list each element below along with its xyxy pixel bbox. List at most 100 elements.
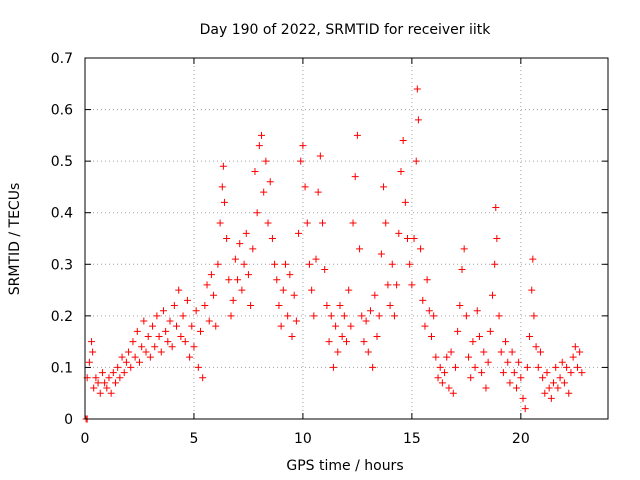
data-point: [140, 317, 148, 325]
data-point: [181, 338, 189, 346]
data-point: [565, 389, 573, 397]
data-point: [478, 369, 486, 377]
data-point: [469, 338, 477, 346]
data-point: [412, 157, 420, 165]
data-point: [131, 353, 139, 361]
data-point: [138, 343, 146, 351]
data-point: [362, 317, 370, 325]
data-point: [201, 302, 209, 310]
data-point: [247, 302, 255, 310]
data-point: [517, 374, 525, 382]
data-point: [112, 379, 120, 387]
data-point: [529, 255, 537, 263]
y-tick-label: 0.6: [51, 103, 73, 119]
data-point: [90, 384, 98, 392]
x-tick-label: 20: [512, 431, 530, 447]
data-point: [380, 183, 388, 191]
data-point: [295, 229, 303, 237]
data-point: [312, 255, 320, 263]
data-point: [253, 209, 261, 217]
data-point: [413, 85, 421, 93]
data-point: [284, 312, 292, 320]
data-point: [234, 276, 242, 284]
data-point: [299, 142, 307, 150]
data-point: [323, 302, 331, 310]
data-point: [229, 296, 237, 304]
y-tick-label: 0.2: [51, 309, 73, 325]
data-point: [127, 363, 135, 371]
data-point: [334, 348, 342, 356]
data-point: [94, 379, 102, 387]
data-point: [460, 245, 468, 253]
plot-frame: [84, 57, 609, 420]
data-point: [255, 142, 263, 150]
data-point: [279, 286, 287, 294]
data-point: [482, 384, 490, 392]
data-point: [569, 353, 577, 361]
data-point: [179, 312, 187, 320]
data-point: [133, 327, 141, 335]
data-point: [451, 363, 459, 371]
x-tick-label: 0: [81, 431, 90, 447]
data-point: [554, 384, 562, 392]
data-point: [438, 379, 446, 387]
data-point: [292, 317, 300, 325]
data-point: [175, 286, 183, 294]
data-point: [194, 363, 202, 371]
y-tick-label: 0.7: [51, 51, 73, 67]
data-point: [406, 260, 414, 268]
data-point: [445, 384, 453, 392]
data-point: [173, 322, 181, 330]
data-point: [116, 374, 124, 382]
data-point: [480, 348, 488, 356]
data-point: [508, 348, 516, 356]
data-point: [251, 167, 259, 175]
y-tick-label: 0.1: [51, 360, 73, 376]
data-point: [166, 317, 174, 325]
data-point: [107, 389, 115, 397]
data-point: [465, 353, 473, 361]
data-point: [210, 291, 218, 299]
y-axis-label: SRMTID / TECUs: [7, 183, 23, 296]
data-point: [96, 389, 104, 397]
data-point: [264, 219, 272, 227]
data-point: [404, 235, 412, 242]
data-point: [216, 219, 224, 227]
data-point: [563, 363, 571, 371]
data-point: [343, 338, 350, 346]
data-point: [188, 322, 196, 330]
data-point: [327, 312, 335, 320]
data-point: [560, 379, 568, 387]
data-point: [576, 348, 584, 356]
data-point: [475, 332, 483, 340]
data-point: [89, 348, 97, 356]
data-point: [558, 358, 566, 366]
data-point: [417, 245, 425, 253]
data-point: [105, 374, 113, 382]
data-point: [353, 131, 361, 139]
y-tick-label: 0.3: [51, 257, 73, 273]
data-point: [489, 291, 497, 299]
data-point: [427, 332, 435, 340]
data-point: [308, 286, 316, 294]
data-point: [547, 394, 555, 402]
data-point: [528, 286, 536, 294]
data-point: [526, 332, 534, 340]
data-point: [162, 327, 170, 335]
y-tick-label: 0.5: [51, 154, 73, 170]
data-point: [421, 322, 429, 330]
data-point: [303, 219, 311, 227]
data-point: [530, 312, 538, 320]
data-point: [512, 384, 520, 392]
data-point: [212, 322, 220, 330]
data-point: [262, 157, 270, 165]
data-point: [290, 291, 298, 299]
data-point: [567, 369, 575, 377]
data-point: [305, 260, 313, 268]
data-point: [225, 276, 233, 284]
data-point: [144, 332, 152, 340]
data-point: [332, 322, 340, 330]
data-point: [220, 198, 228, 206]
data-point: [360, 338, 368, 346]
